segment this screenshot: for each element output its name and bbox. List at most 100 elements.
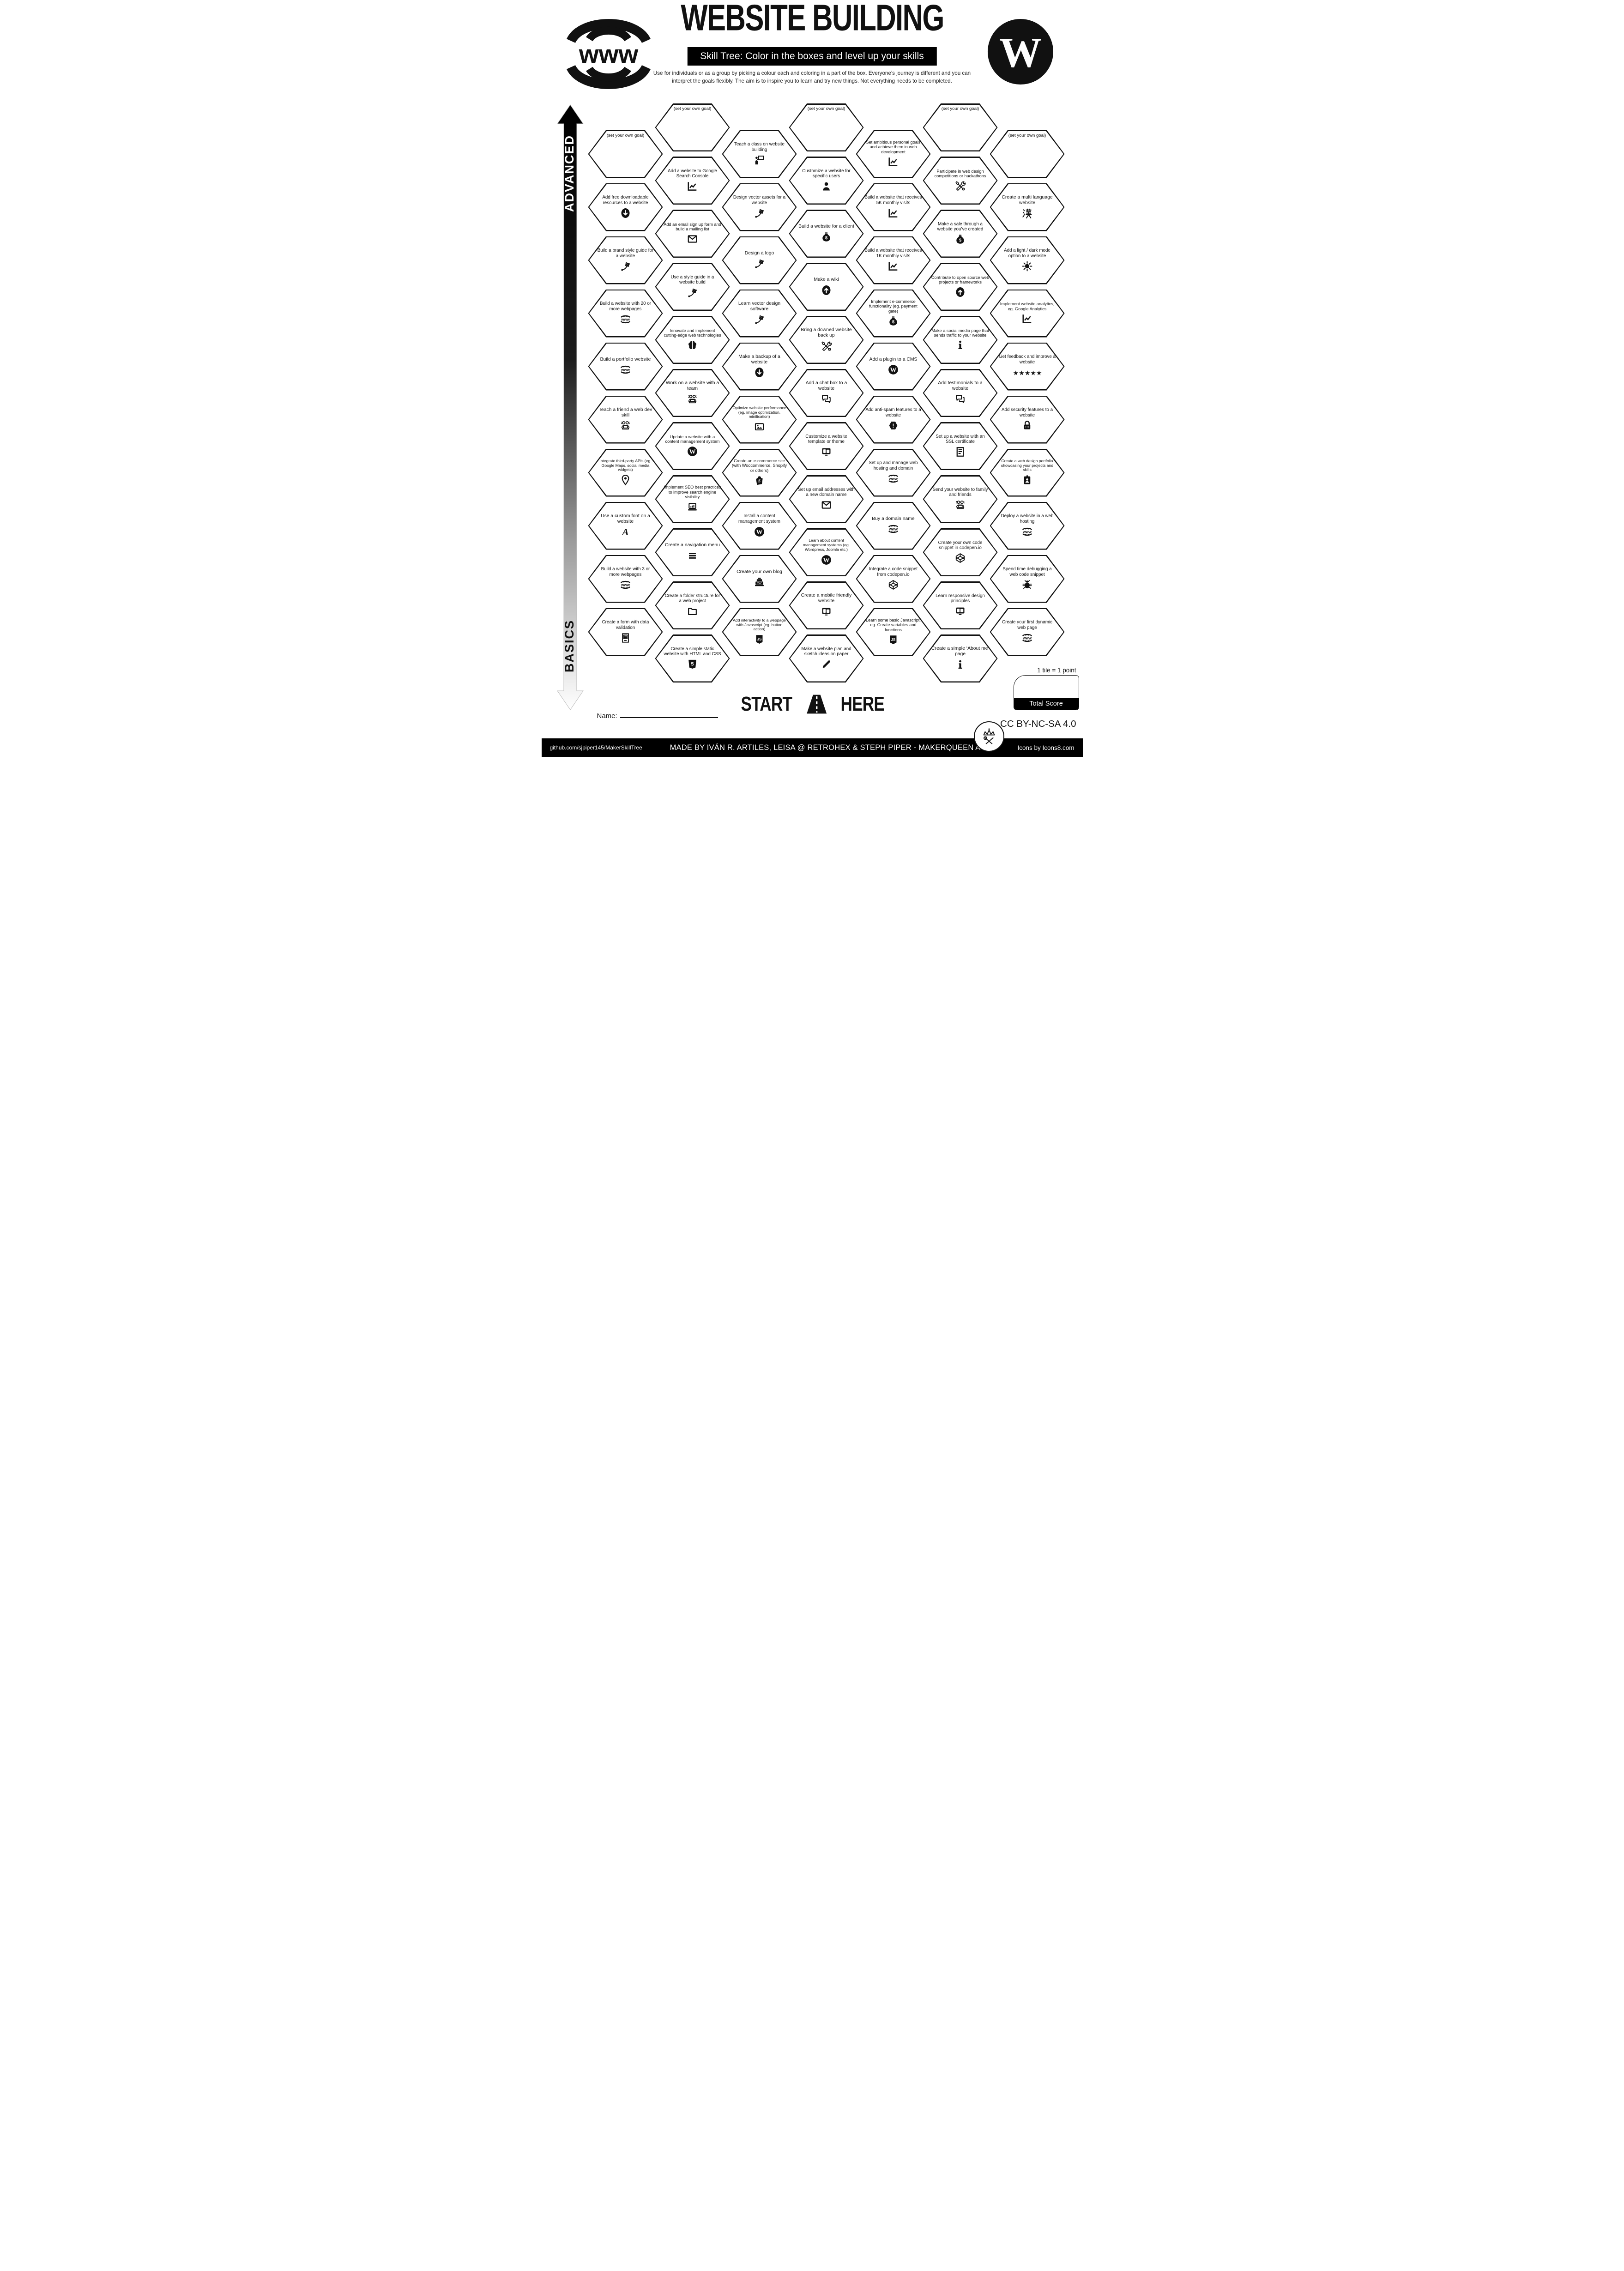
- skill-hex[interactable]: Create a simple ‘About me’ page: [923, 634, 998, 683]
- skill-hex[interactable]: Add anti-spam features to a website!: [856, 395, 931, 444]
- skill-hex[interactable]: Set up a website with an SSL certificate: [923, 422, 998, 470]
- skill-hex[interactable]: Add an email sign up form and build a ma…: [655, 210, 730, 258]
- skill-hex[interactable]: Get feedback and improve a website ★★★★★: [990, 342, 1065, 391]
- skill-hex[interactable]: Make a backup of a website: [722, 342, 797, 391]
- tools-icon: [954, 180, 966, 192]
- skill-hex[interactable]: Implement website analytics, eg. Google …: [990, 289, 1065, 338]
- skill-hex[interactable]: Implement SEO best practices to improve …: [655, 475, 730, 523]
- hex-content: Add an email sign up form and build a ma…: [664, 212, 722, 255]
- skill-hex[interactable]: Use a custom font on a website A: [588, 501, 663, 550]
- skill-hex[interactable]: Learn about content management systems (…: [789, 528, 864, 576]
- skill-hex[interactable]: Work on a website with a team: [655, 369, 730, 417]
- hex-label: (set your own goal): [606, 133, 645, 138]
- skill-hex[interactable]: Teach a friend a web dev skill: [588, 395, 663, 444]
- skill-hex[interactable]: Build a website with 3 or more webpages w…: [588, 555, 663, 603]
- skill-hex[interactable]: Design vector assets for a website: [722, 183, 797, 231]
- skill-hex[interactable]: Implement e-commerce functionality (eg. …: [856, 289, 931, 338]
- hex-fill: [857, 184, 930, 230]
- total-score-box[interactable]: Total Score: [1013, 675, 1079, 710]
- svg-text:W: W: [823, 556, 829, 564]
- skill-hex[interactable]: Add free downloadable resources to a web…: [588, 183, 663, 231]
- hex-content: Build a website with 20 or more webpages…: [597, 292, 655, 335]
- font-a-icon: A: [619, 525, 632, 538]
- goal-hex[interactable]: (set your own goal): [923, 103, 998, 151]
- footer-icons8-credit[interactable]: Icons by Icons8.com: [1017, 744, 1075, 751]
- skill-hex[interactable]: Integrate third-party APIs (eg. Google M…: [588, 448, 663, 497]
- skill-hex[interactable]: Set ambitious personal goals and achieve…: [856, 130, 931, 178]
- skill-hex[interactable]: Create a mobile friendly website: [789, 581, 864, 629]
- svg-text:★★★★★: ★★★★★: [1013, 369, 1042, 377]
- skill-hex[interactable]: Integrate a code snippet from codepen.io: [856, 555, 931, 603]
- skill-hex[interactable]: Build a portfolio website www: [588, 342, 663, 391]
- skill-hex[interactable]: Create a simple static website with HTML…: [655, 634, 730, 683]
- skill-hex[interactable]: Build a brand style guide for a website: [588, 236, 663, 284]
- goal-hex[interactable]: (set your own goal): [655, 103, 730, 151]
- skill-hex[interactable]: Create a navigation menu: [655, 528, 730, 576]
- skill-hex[interactable]: Make a social media page that sends traf…: [923, 316, 998, 364]
- skill-hex[interactable]: Create your first dynamic web page www: [990, 608, 1065, 656]
- hex-content: Create a web design portfolio showcasing…: [998, 451, 1057, 495]
- skill-hex[interactable]: Create your own blog: [722, 555, 797, 603]
- skill-hex[interactable]: Contribute to open source web projects o…: [923, 263, 998, 311]
- hex-label: Install a content management system: [738, 513, 780, 524]
- skill-hex[interactable]: Create a folder structure for a web proj…: [655, 581, 730, 629]
- goal-hex[interactable]: (set your own goal): [990, 130, 1065, 178]
- skill-hex[interactable]: Build a website for a client $: [789, 210, 864, 258]
- skill-hex[interactable]: Add a website to Google Search Console: [655, 157, 730, 205]
- goal-hex[interactable]: (set your own goal): [588, 130, 663, 178]
- hex-label: Add a website to Google Search Console: [668, 168, 717, 179]
- hex-content: Learn vector design software: [730, 292, 789, 335]
- skill-hex[interactable]: Spend time debugging a web code snippet: [990, 555, 1065, 603]
- skill-hex[interactable]: Learn responsive design principles: [923, 581, 998, 629]
- skill-hex[interactable]: Add a light / dark mode option to a webs…: [990, 236, 1065, 284]
- skill-hex[interactable]: Create a form with data validation: [588, 608, 663, 656]
- footer-github-link[interactable]: github.com/sjpiper145/MakerSkillTree: [549, 744, 642, 751]
- skill-hex[interactable]: Use a style guide in a website build: [655, 263, 730, 311]
- skill-hex[interactable]: Create an e-commerce site (with Woocomme…: [722, 448, 797, 497]
- skill-hex[interactable]: Participate in web design competitions o…: [923, 157, 998, 205]
- skill-hex[interactable]: Create your own code snippet in codepen.…: [923, 528, 998, 576]
- license-text: CC BY-NC-SA 4.0: [1000, 719, 1076, 729]
- hex-fill: [857, 131, 930, 177]
- skill-hex[interactable]: Build a website with 20 or more webpages…: [588, 289, 663, 338]
- skill-hex[interactable]: Make a sale through a website you’ve cre…: [923, 210, 998, 258]
- name-blank-line[interactable]: [620, 711, 718, 718]
- skill-hex[interactable]: Customize a website for specific users: [789, 157, 864, 205]
- skill-hex[interactable]: Customize a website template or theme: [789, 422, 864, 470]
- skill-hex[interactable]: Teach a class on website building: [722, 130, 797, 178]
- skill-hex[interactable]: Set up email addresses with a new domain…: [789, 475, 864, 523]
- skill-hex[interactable]: Set up and manage web hosting and domain…: [856, 448, 931, 497]
- svg-text:!: !: [893, 423, 894, 429]
- skill-hex[interactable]: Design a logo: [722, 236, 797, 284]
- skill-hex[interactable]: Make a website plan and sketch ideas on …: [789, 634, 864, 683]
- skill-hex[interactable]: Learn some basic Javascript, eg. Create …: [856, 608, 931, 656]
- skill-hex[interactable]: Add interactivity to a webpage with Java…: [722, 608, 797, 656]
- skill-hex[interactable]: Add a plugin to a CMS W: [856, 342, 931, 391]
- skill-hex[interactable]: Install a content management system W: [722, 501, 797, 550]
- skill-hex[interactable]: Send your website to family and friends: [923, 475, 998, 523]
- skill-hex[interactable]: Add testimonials to a website: [923, 369, 998, 417]
- skill-hex[interactable]: Build a website that receives 1K monthly…: [856, 236, 931, 284]
- skill-hex[interactable]: Create a multi language website: [990, 183, 1065, 231]
- name-field[interactable]: Name:: [597, 711, 718, 720]
- hex-fill: [656, 211, 729, 257]
- skill-hex[interactable]: Create a web design portfolio showcasing…: [990, 448, 1065, 497]
- skill-hex[interactable]: Deploy a website in a web hosting www: [990, 501, 1065, 550]
- skill-hex[interactable]: Update a website with a content manageme…: [655, 422, 730, 470]
- skill-hex[interactable]: Innovate and implement cutting-edge web …: [655, 316, 730, 364]
- skill-hex[interactable]: Add security features to a website: [990, 395, 1065, 444]
- skill-hex[interactable]: Optimize website performance (eg. image …: [722, 395, 797, 444]
- skill-hex[interactable]: Learn vector design software: [722, 289, 797, 338]
- skill-hex[interactable]: Build a website that receives 5K monthly…: [856, 183, 931, 231]
- skill-hex[interactable]: Bring a downed website back up: [789, 316, 864, 364]
- skill-hex[interactable]: Buy a domain name www: [856, 501, 931, 550]
- hex-label: Build a website for a client: [798, 224, 854, 230]
- goal-hex[interactable]: (set your own goal): [789, 103, 864, 151]
- skill-hex[interactable]: Make a wiki: [789, 263, 864, 311]
- total-score-blank[interactable]: [1014, 676, 1079, 698]
- here-word: HERE: [840, 693, 884, 715]
- hex-content: Add a chat box to a website: [797, 371, 856, 415]
- typewriter-icon: [753, 576, 766, 588]
- skill-hex[interactable]: Add a chat box to a website: [789, 369, 864, 417]
- hex-content: Learn some basic Javascript, eg. Create …: [864, 610, 923, 654]
